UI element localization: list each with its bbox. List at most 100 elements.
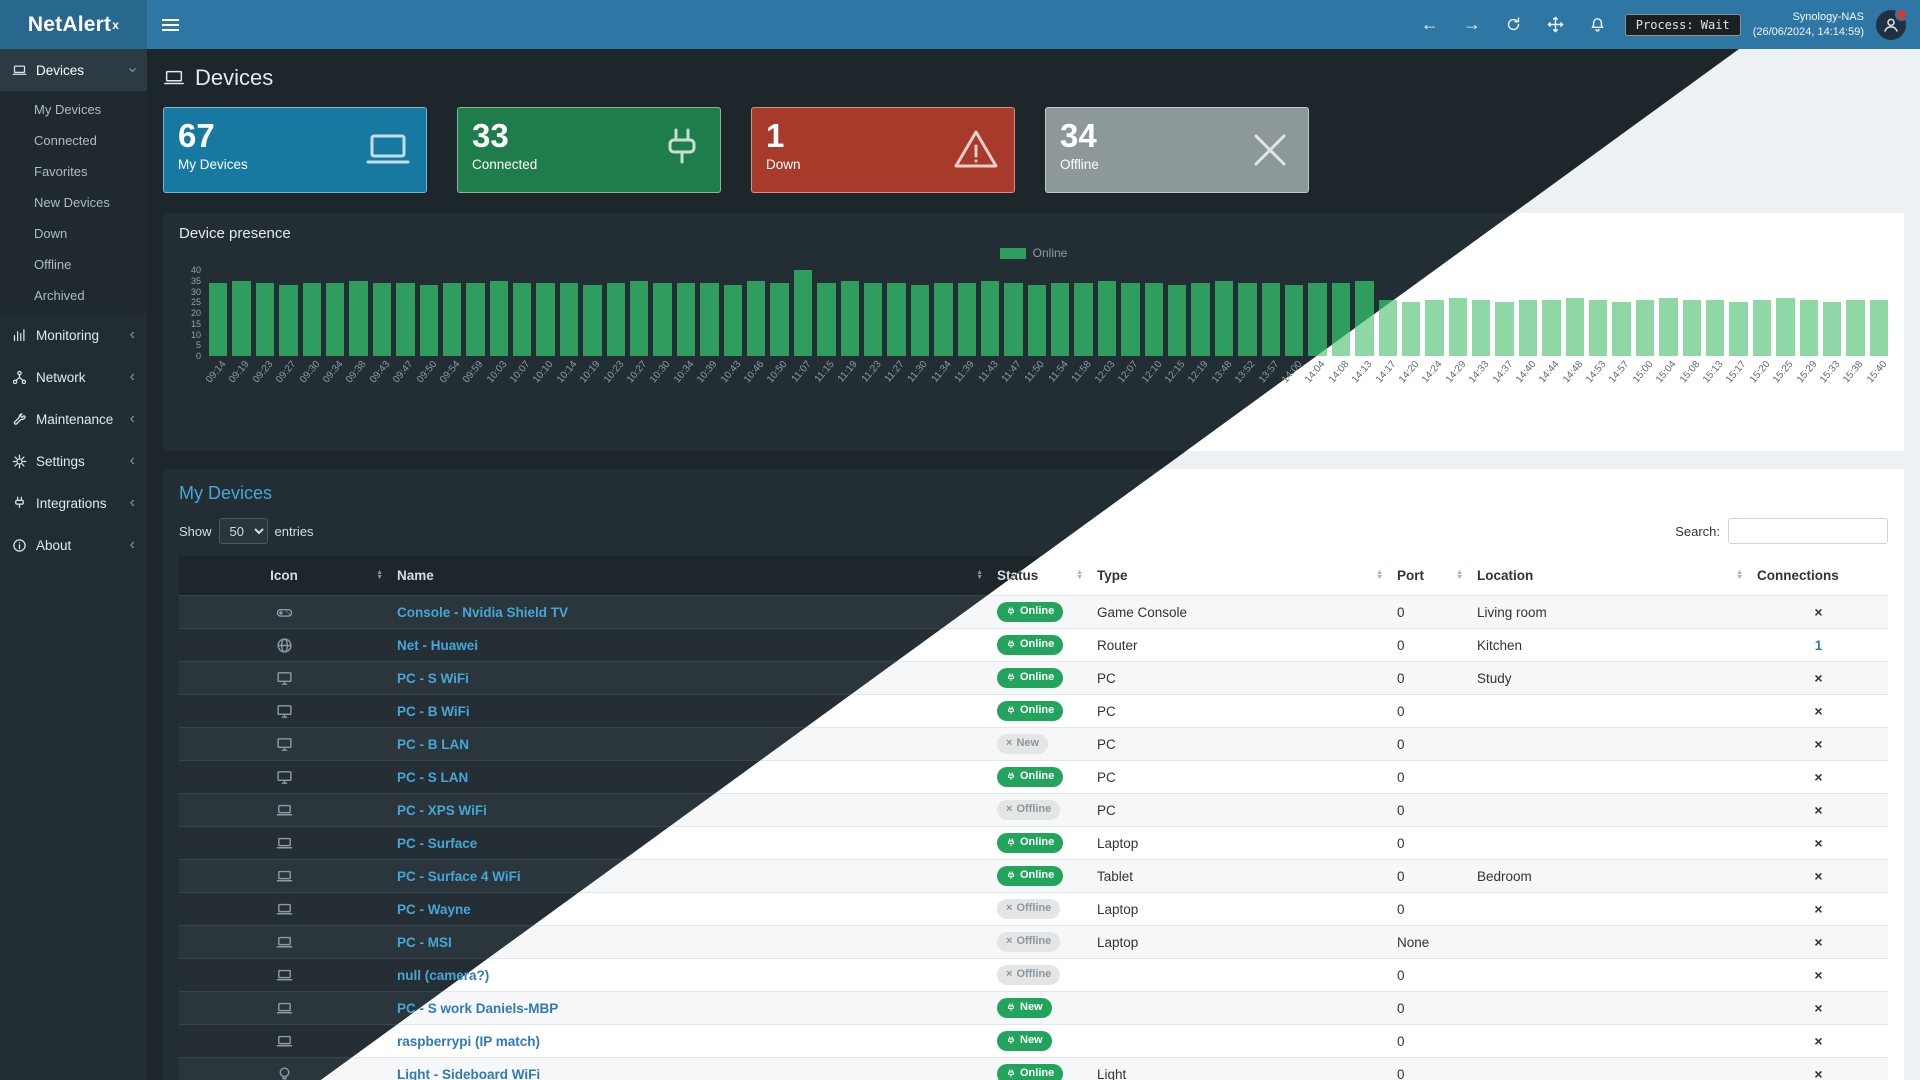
chart-bar [1518, 300, 1538, 356]
x-tick: 11:39 [953, 359, 977, 411]
forward-arrow-icon[interactable]: → [1462, 14, 1481, 34]
entries-label: entries [274, 523, 314, 539]
device-name-link[interactable]: Console - Nvidia Shield TV [397, 604, 569, 620]
device-name-link[interactable]: PC - Surface [397, 835, 478, 851]
chart-bar [1799, 300, 1818, 356]
chevron-left-icon: ‹ [129, 368, 135, 385]
sidebar-subitem-new-devices[interactable]: New Devices [34, 195, 110, 210]
x-tick-label: 14:20 [1396, 359, 1422, 386]
move-icon[interactable] [1541, 9, 1571, 41]
device-name-link[interactable]: PC - S WiFi [397, 670, 469, 686]
chart-bar [957, 282, 976, 356]
card-my-devices[interactable]: 67 My Devices [163, 107, 427, 193]
chart-bar [349, 280, 368, 356]
connections-x-icon: × [1814, 736, 1823, 752]
x-tick-label: 11:23 [859, 359, 884, 385]
x-tick-label: 14:44 [1537, 359, 1562, 386]
entries-select[interactable]: 50 [218, 518, 268, 544]
device-name-link[interactable]: Net - Huawei [397, 637, 479, 653]
laptop-icon [163, 67, 185, 89]
x-tick-label: 14:33 [1467, 359, 1492, 386]
chart-bar [1752, 300, 1772, 356]
chart-bar [863, 282, 883, 356]
chart-bar [1214, 280, 1234, 356]
device-name-link[interactable]: PC - Surface 4 WiFi [397, 868, 521, 884]
sidebar-subitem-favorites[interactable]: Favorites [34, 164, 88, 179]
plug-icon [1006, 838, 1016, 848]
x-tick-label: 09:34 [320, 359, 346, 386]
search-label: Search: [1675, 523, 1720, 539]
card-connected[interactable]: 33 Connected [457, 107, 721, 193]
device-name-link[interactable]: PC - B LAN [397, 736, 469, 752]
sidebar-subitem-my-devices[interactable]: My Devices [34, 102, 102, 117]
column-header-connections[interactable]: Connections [1749, 556, 1888, 596]
x-tick-label: 12:07 [1116, 359, 1141, 386]
x-tick: 15:04 [1654, 359, 1679, 411]
avatar[interactable] [1876, 7, 1908, 40]
column-header-location[interactable]: Location▲▼ [1469, 556, 1749, 596]
chart-bar [980, 280, 1000, 356]
x-tick: 15:33 [1818, 359, 1843, 411]
connections-x-icon: × [1814, 769, 1823, 785]
column-header-status[interactable]: Status▲▼ [989, 556, 1089, 596]
column-header-name[interactable]: Name▲▼ [389, 556, 989, 596]
x-tick: 11:34 [930, 359, 954, 411]
sidebar-subitem-connected[interactable]: Connected [34, 133, 97, 148]
device-name-link[interactable]: PC - XPS WiFi [397, 802, 487, 818]
connections-link[interactable]: 1 [1814, 637, 1823, 653]
chart-bar [840, 280, 859, 356]
device-name-link[interactable]: PC - S LAN [397, 769, 469, 785]
column-header-icon[interactable]: Icon▲▼ [179, 556, 389, 596]
x-tick-label: 15:29 [1794, 359, 1820, 386]
legend-swatch [999, 247, 1026, 259]
device-name-link[interactable]: Light - Sideboard WiFi [397, 1066, 541, 1080]
search-input[interactable] [1728, 518, 1888, 544]
x-tick-label: 14:13 [1350, 359, 1375, 386]
plug-icon [1006, 871, 1016, 881]
sidebar-item-maintenance[interactable]: Maintenance ‹ [0, 398, 147, 440]
chart-bar [1121, 282, 1140, 356]
card-offline[interactable]: 34 Offline [1045, 107, 1309, 193]
sidebar-item-devices[interactable]: Devices ‹ [0, 49, 147, 91]
x-tick-label: 12:03 [1092, 359, 1118, 386]
status-badge: ×Offline [997, 965, 1061, 985]
device-location [1469, 991, 1749, 1025]
show-label: Show [179, 523, 212, 539]
x-tick: 09:50 [414, 359, 439, 411]
gamepad-icon [276, 604, 293, 621]
device-name-link[interactable]: PC - B WiFi [397, 703, 470, 719]
sidebar-item-integrations[interactable]: Integrations ‹ [0, 482, 147, 524]
device-name-link[interactable]: PC - Wayne [397, 901, 471, 917]
x-tick-label: 14:37 [1490, 359, 1515, 386]
back-arrow-icon[interactable]: ← [1420, 14, 1439, 34]
device-name-link[interactable]: PC - S work Daniels-MBP [397, 1000, 559, 1016]
chart-legend[interactable]: Online [179, 246, 1888, 260]
sidebar: Devices ‹ My Devices Connected Favorites… [0, 49, 147, 1080]
plug-icon [1006, 640, 1016, 650]
refresh-icon[interactable] [1499, 9, 1529, 41]
sidebar-item-settings[interactable]: Settings ‹ [0, 440, 147, 482]
device-name-link[interactable]: PC - MSI [397, 934, 452, 950]
y-tick-label: 35 [190, 275, 201, 286]
notifications-bell-icon[interactable] [1583, 9, 1613, 41]
device-name-link[interactable]: raspberrypi (IP match) [397, 1033, 541, 1049]
column-header-type[interactable]: Type▲▼ [1089, 556, 1389, 596]
sidebar-subitem-offline[interactable]: Offline [34, 257, 72, 272]
column-header-port[interactable]: Port▲▼ [1389, 556, 1469, 596]
sidebar-item-monitoring[interactable]: Monitoring ‹ [0, 314, 147, 356]
sidebar-toggle-button[interactable] [147, 0, 193, 49]
card-down[interactable]: 1 Down [751, 107, 1015, 193]
device-location [1469, 727, 1749, 761]
x-tick: 12:19 [1186, 359, 1211, 411]
sidebar-subitem-archived[interactable]: Archived [34, 288, 85, 303]
x-tick-label: 11:50 [1023, 359, 1048, 385]
chevron-left-icon: ‹ [129, 536, 135, 553]
sidebar-item-about[interactable]: About ‹ [0, 524, 147, 566]
sidebar-subitem-down[interactable]: Down [34, 226, 68, 241]
card-label: Offline [1060, 156, 1099, 172]
chevron-left-icon: ‹ [129, 326, 135, 343]
chart-bar [1425, 300, 1444, 356]
chart-bar [1401, 302, 1421, 356]
sidebar-item-network[interactable]: Network ‹ [0, 356, 147, 398]
